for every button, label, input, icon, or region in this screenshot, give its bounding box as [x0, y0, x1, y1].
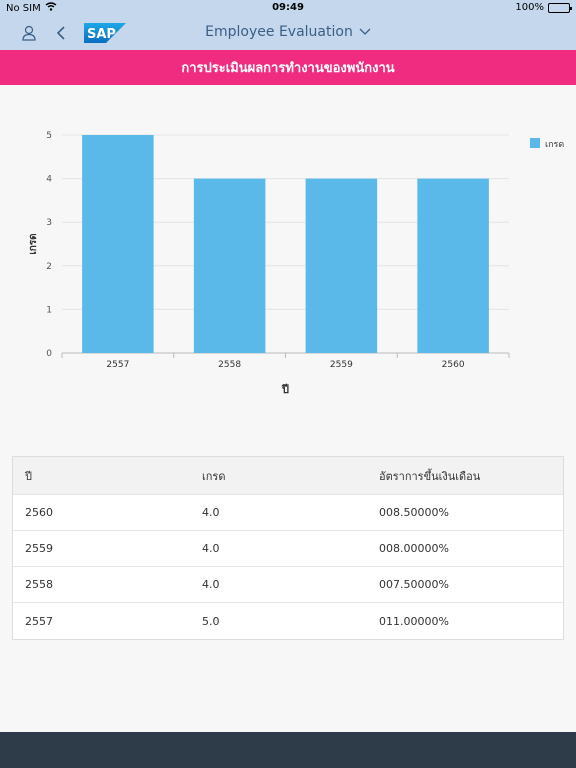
- header-raise-rate: อัตราการขึ้นเงินเดือน: [379, 469, 481, 483]
- bar: [82, 135, 154, 353]
- y-tick-label: 0: [46, 349, 52, 359]
- x-tick-label: 2558: [218, 360, 241, 370]
- evaluation-table: ปี เกรด อัตราการขึ้นเงินเดือน 2560 4.0 0…: [12, 456, 564, 640]
- x-tick-label: 2560: [442, 360, 465, 370]
- cell-year: 2558: [25, 578, 53, 591]
- sap-logo: SAP: [84, 23, 126, 43]
- bar: [305, 178, 378, 353]
- app-title-button[interactable]: Employee Evaluation: [205, 24, 371, 40]
- cell-year: 2557: [25, 614, 53, 628]
- banner-title: การประเมินผลการทำงานของพนักงาน: [181, 61, 395, 76]
- bar: [193, 178, 266, 353]
- x-axis-label: ปี: [281, 383, 289, 396]
- app-title-wrapper: Employee Evaluation: [0, 24, 576, 40]
- cell-grade: 4.0: [202, 542, 220, 555]
- page-banner: การประเมินผลการทำงานของพนักงาน: [0, 50, 576, 85]
- cell-raise-rate: 011.00000%: [379, 614, 449, 628]
- cell-grade: 5.0: [202, 614, 220, 628]
- x-tick-label: 2557: [106, 360, 129, 370]
- status-bar: No SIM 09:49 100%: [0, 0, 576, 16]
- app-header: SAP Employee Evaluation: [0, 16, 576, 50]
- legend-swatch: [530, 138, 540, 148]
- legend-label: เกรด: [545, 140, 564, 150]
- bar: [417, 178, 489, 353]
- table-row[interactable]: 2560 4.0 008.50000%: [13, 495, 563, 531]
- cell-grade: 4.0: [202, 506, 220, 519]
- battery-percent: 100%: [515, 2, 544, 13]
- y-tick-label: 1: [46, 305, 52, 315]
- status-time: 09:49: [272, 2, 304, 13]
- cell-raise-rate: 008.00000%: [379, 542, 449, 555]
- table-row[interactable]: 2558 4.0 007.50000%: [13, 567, 563, 603]
- y-tick-label: 2: [46, 262, 52, 272]
- y-axis-label: เกรด: [28, 233, 39, 254]
- status-left: No SIM: [6, 2, 57, 14]
- x-tick-label: 2559: [330, 360, 353, 370]
- cell-raise-rate: 007.50000%: [379, 578, 449, 591]
- chevron-left-icon: [56, 26, 65, 40]
- profile-button[interactable]: [14, 16, 44, 50]
- sap-logo-text: SAP: [87, 27, 116, 42]
- table-row[interactable]: 2559 4.0 008.00000%: [13, 531, 563, 567]
- cell-year: 2559: [25, 542, 53, 555]
- person-icon: [22, 25, 36, 41]
- cell-raise-rate: 008.50000%: [379, 506, 449, 519]
- battery-icon: [548, 2, 572, 13]
- chevron-down-icon: [359, 28, 371, 35]
- status-right: 100%: [515, 2, 572, 13]
- y-tick-label: 3: [46, 218, 52, 228]
- table-header-row: ปี เกรด อัตราการขึ้นเงินเดือน: [13, 457, 563, 495]
- footer-toolbar: [0, 732, 576, 768]
- header-grade: เกรด: [202, 469, 226, 483]
- table-row[interactable]: 2557 5.0 011.00000%: [13, 603, 563, 639]
- app-title: Employee Evaluation: [205, 24, 353, 40]
- grade-chart: 0 1 2 3 4 5 2557 2558 2559 2560 ปี เกรด เกรด: [0, 85, 576, 425]
- wifi-icon: [45, 2, 57, 14]
- cell-grade: 4.0: [202, 578, 220, 591]
- carrier-label: No SIM: [6, 2, 41, 14]
- back-button[interactable]: [46, 16, 76, 50]
- cell-year: 2560: [25, 506, 53, 519]
- y-tick-label: 5: [46, 131, 52, 141]
- y-tick-label: 4: [46, 175, 52, 185]
- header-year: ปี: [25, 469, 32, 483]
